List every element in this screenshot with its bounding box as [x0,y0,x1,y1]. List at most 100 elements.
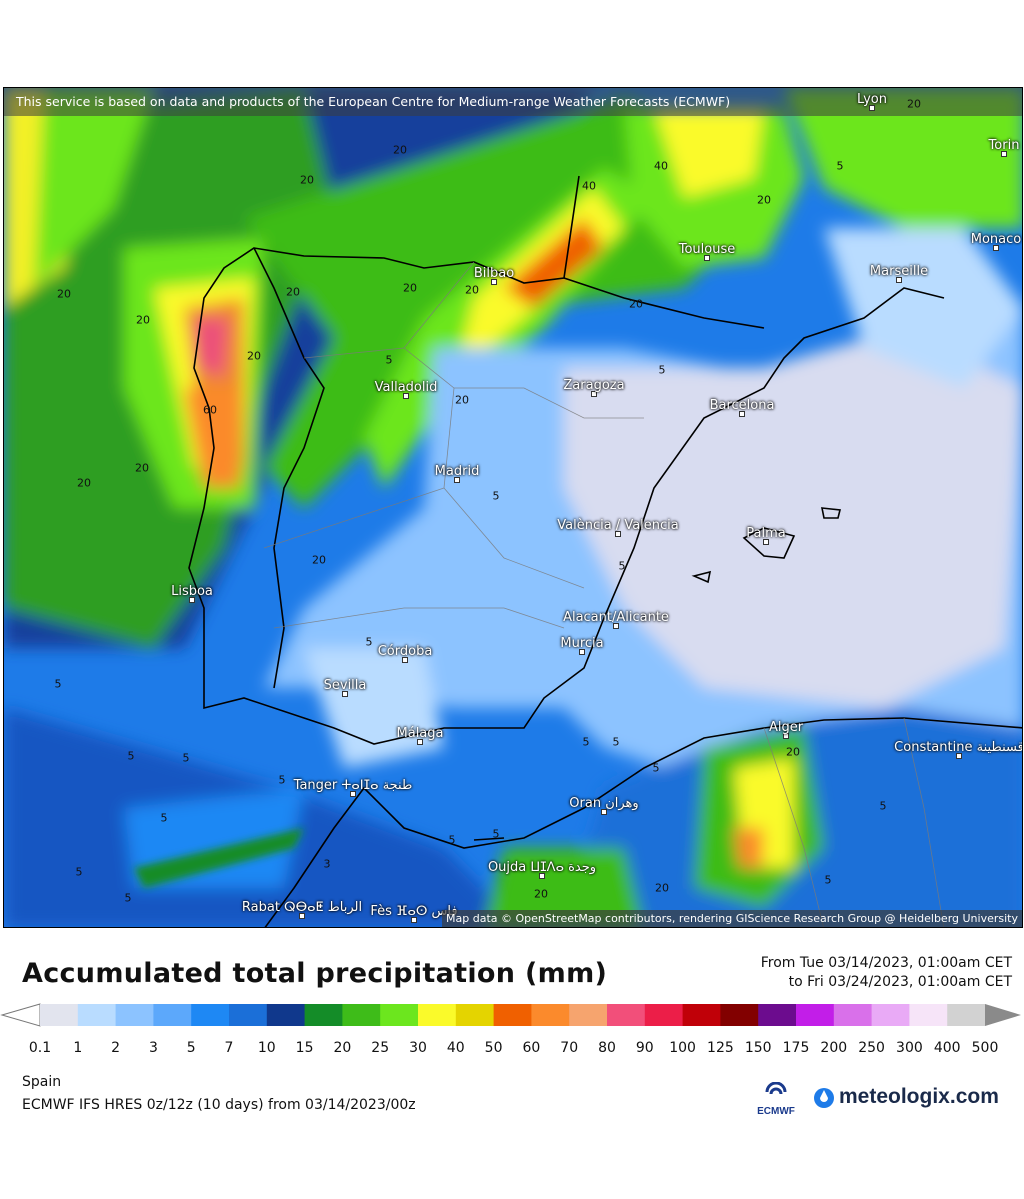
contour-value-label: 5 [385,353,393,367]
contour-value-label: 5 [492,489,500,503]
legend-swatch [115,1004,154,1026]
legend-tick-label: 15 [296,1040,314,1056]
legend-swatch [342,1004,381,1026]
city-marker [189,597,195,603]
osm-attribution[interactable]: Map data © OpenStreetMap contributors, r… [442,910,1022,927]
contour-value-label: 40 [582,179,596,193]
contour-value-label: 20 [77,476,91,490]
legend-swatch [758,1004,797,1026]
contour-value-label: 5 [182,751,190,765]
city-label: Palma [746,526,786,541]
legend-under-arrow [0,1003,41,1027]
city-marker [342,691,348,697]
legend-swatch [153,1004,192,1026]
legend-swatch [40,1004,79,1026]
legend-tick-label: 40 [447,1040,465,1056]
contour-value-label: 5 [836,159,844,173]
contour-value-label: 5 [365,635,373,649]
city-marker [615,531,621,537]
city-marker [704,255,710,261]
city-label: Oujda ⵡⵊⴷⴰ وجدة [487,860,597,875]
legend-tick-label: 200 [820,1040,847,1056]
legend-tick-label: 90 [636,1040,654,1056]
contour-value-label: 20 [136,313,150,327]
city-marker [350,791,356,797]
legend-swatch [455,1004,495,1026]
city-label: Marseille [869,264,929,279]
legend-tick-label: 25 [371,1040,389,1056]
city-marker [601,809,607,815]
city-marker [579,649,585,655]
legend-tick-label: 300 [896,1040,923,1056]
contour-value-label: 3 [323,857,331,871]
city-marker [299,913,305,919]
contour-value-label: 20 [907,97,921,111]
contour-value-label: 5 [582,735,590,749]
date-to: to Fri 03/24/2023, 01:00am CET [788,974,1012,990]
contour-value-label: 20 [300,173,314,187]
legend-tick-label: 2 [111,1040,120,1056]
city-label: Lisboa [171,584,213,599]
city-label: Toulouse [678,242,736,257]
contour-value-label: 40 [654,159,668,173]
contour-value-label: 20 [465,283,479,297]
legend-swatch [796,1004,835,1026]
city-marker [491,279,497,285]
legend-swatch [531,1004,570,1026]
legend-swatch [644,1004,684,1026]
precipitation-map[interactable]: This service is based on data and produc… [3,87,1023,928]
precipitation-field [4,88,1022,927]
legend-swatch [304,1004,343,1026]
meteologix-logo[interactable]: meteologix.com [812,1082,999,1112]
city-label: Lyon [857,92,887,107]
legend-tick-label: 3 [149,1040,158,1056]
contour-value-label: 20 [757,193,771,207]
legend-tick-label: 20 [333,1040,351,1056]
contour-value-label: 5 [824,873,832,887]
city-label: Zaragoza [563,378,625,393]
city-marker [869,105,875,111]
legend-tick-label: 125 [707,1040,734,1056]
legend-swatch [720,1004,759,1026]
legend-swatch [77,1004,117,1026]
legend-tick-label: 1 [73,1040,82,1056]
legend-bar: 0.1 1 2 3 5 7 10 15 20 25 30 40 50 60 70 80 90 100 125 150 1… [0,1003,1021,1056]
contour-value-label: 5 [448,833,456,847]
city-label: Oran وهران [569,796,639,811]
contour-value-label: 5 [618,559,626,573]
city-marker [739,411,745,417]
legend-tick-label: 100 [669,1040,696,1056]
legend-swatch [607,1004,646,1026]
contour-value-label: 20 [629,297,643,311]
contour-value-label: 5 [124,891,132,905]
contour-value-label: 20 [534,887,548,901]
contour-value-label: 5 [54,677,62,691]
region-label: Spain [22,1074,62,1090]
city-marker [763,539,769,545]
city-marker [411,917,417,923]
contour-value-label: 20 [786,745,800,759]
legend-tick-label: 500 [972,1040,999,1056]
legend-tick-label: 70 [560,1040,578,1056]
legend-swatch [871,1004,910,1026]
contour-value-label: 5 [160,811,168,825]
legend-tick-label: 7 [225,1040,234,1056]
legend-tick-label: 400 [934,1040,961,1056]
contour-value-label: 5 [612,735,620,749]
city-marker [539,873,545,879]
legend-tick-label: 10 [258,1040,276,1056]
city-marker [417,739,423,745]
city-label: Valladolid [374,380,438,395]
contour-value-label: 20 [403,281,417,295]
city-label: Monaco [970,232,1022,247]
city-label: Rabat ⵕⴱⴰⵟ الرباط [241,900,363,915]
legend-swatch [380,1004,419,1026]
contour-value-label: 5 [127,749,135,763]
legend-tick-label: 150 [745,1040,772,1056]
legend-swatch [191,1004,230,1026]
ecmwf-logo[interactable]: ECMWF [756,1081,796,1117]
meteologix-drop-icon [814,1088,834,1108]
city-marker [993,245,999,251]
color-legend: 0.1 1 2 3 5 7 10 15 20 25 30 40 50 60 70 80 90 100 125 150 1… [0,1000,1024,1070]
legend-tick-label: 50 [485,1040,503,1056]
